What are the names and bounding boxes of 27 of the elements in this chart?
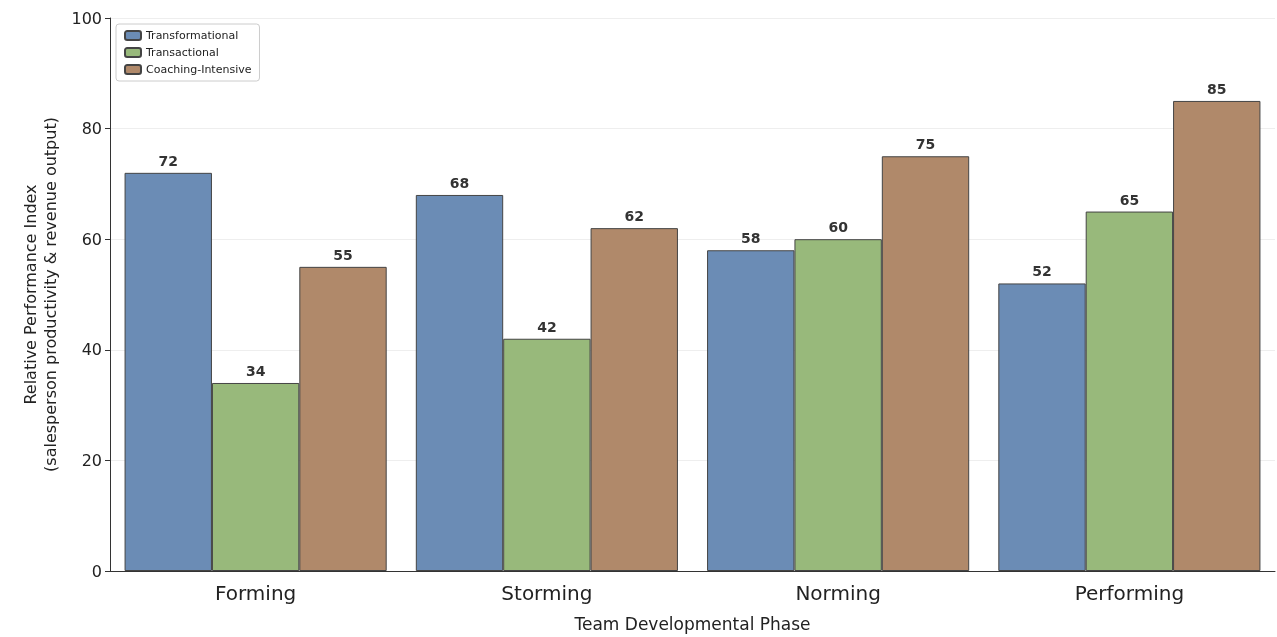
data-label: 34 xyxy=(245,362,266,379)
data-label: 60 xyxy=(828,219,849,236)
x-tick-label: Storming xyxy=(501,581,593,605)
x-tick-label: Forming xyxy=(214,581,297,605)
y-tick-label: 100 xyxy=(71,8,102,28)
y-tick-label: 20 xyxy=(81,450,102,470)
data-label: 42 xyxy=(537,318,557,335)
data-label: 72 xyxy=(158,152,178,169)
data-label: 62 xyxy=(624,208,644,225)
legend-label: Transformational xyxy=(145,29,239,42)
legend-label: Coaching-Intensive xyxy=(146,63,252,76)
y-tick-label: 80 xyxy=(81,119,102,139)
legend-label: Transactional xyxy=(145,46,219,59)
data-label: 55 xyxy=(333,246,353,263)
y-tick-label: 40 xyxy=(81,340,102,360)
y-tick-label: 60 xyxy=(81,229,102,249)
x-tick-label: Performing xyxy=(1074,581,1185,605)
y-tick-label: 0 xyxy=(91,561,102,581)
data-label: 65 xyxy=(1119,191,1140,208)
data-label: 85 xyxy=(1207,80,1227,97)
y-axis-title: Relative Performance Index (salesperson productivity & revenue output) xyxy=(21,117,61,472)
x-axis-title: Team Developmental Phase xyxy=(573,613,811,634)
data-label: 58 xyxy=(741,230,761,247)
data-label: 68 xyxy=(449,174,470,191)
data-label: 75 xyxy=(915,136,936,153)
data-label: 52 xyxy=(1032,263,1052,280)
x-tick-label: Norming xyxy=(795,581,881,605)
